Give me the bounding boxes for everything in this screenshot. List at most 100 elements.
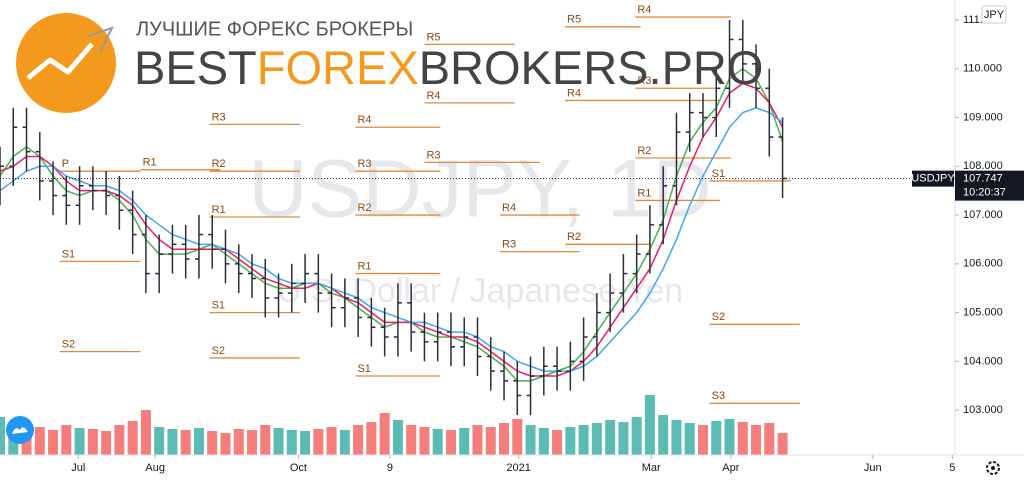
- price-tag: 107.747: [963, 173, 1003, 185]
- volume-bar: [644, 395, 655, 455]
- logo: ЛУЧШИЕ ФОРЕКС БРОКЕРЫ BESTFOREXBROKERS.P…: [16, 13, 763, 113]
- moving-average: [0, 82, 784, 377]
- badge-icon: [12, 427, 28, 434]
- moving-average: [0, 67, 784, 382]
- volume-bar: [392, 420, 403, 455]
- volume-bar: [512, 419, 523, 455]
- volume-bar: [552, 430, 563, 455]
- volume-bar: [618, 422, 629, 455]
- volume-bar: [671, 420, 682, 455]
- volume-bar: [61, 425, 72, 455]
- volume-bar: [353, 425, 364, 455]
- volume-bar: [684, 423, 695, 455]
- volume-bar: [233, 429, 244, 455]
- watermark: USDJPY, 1D U.S. Dollar / Japanese Yen: [248, 144, 711, 310]
- pivot-label: R3: [357, 158, 371, 170]
- x-tick-label: Mar: [642, 462, 661, 474]
- volume-bar: [591, 423, 602, 455]
- symbol-tag-box: [912, 170, 954, 187]
- x-tick-label: Aug: [145, 462, 165, 474]
- x-tick-label: 2021: [506, 462, 530, 474]
- volume-bar: [114, 425, 125, 455]
- gear-icon[interactable]: [986, 461, 1000, 475]
- volume-bar: [419, 427, 430, 455]
- logo-tagline: ЛУЧШИЕ ФОРЕКС БРОКЕРЫ: [136, 18, 413, 40]
- volume-bar: [326, 427, 337, 455]
- volume-bar: [406, 425, 417, 455]
- x-tick-label: 9: [387, 462, 393, 474]
- volume-bar: [167, 429, 178, 455]
- pivot-label: R2: [212, 158, 226, 170]
- logo-trend: [26, 42, 94, 80]
- pivot-label: S1: [62, 248, 75, 260]
- volume-bar: [366, 422, 377, 455]
- volume-bar: [724, 419, 735, 455]
- volume-bar: [154, 427, 165, 455]
- price-tag-box: [955, 170, 1024, 201]
- volume-bar: [605, 420, 616, 455]
- volume-bar: [127, 421, 138, 455]
- volume-bar: [631, 417, 642, 455]
- volume-bar: [658, 415, 669, 455]
- volume-bar: [578, 425, 589, 455]
- volume-bar: [485, 427, 496, 455]
- currency-tag[interactable]: JPY: [984, 9, 1005, 21]
- pivot-label: R4: [426, 90, 440, 102]
- volume-bar: [445, 430, 456, 455]
- watermark-symbol: USDJPY, 1D: [248, 144, 711, 235]
- y-tick-label: 104.000: [963, 355, 1003, 367]
- logo-pre: BEST: [134, 41, 257, 94]
- pivot-label: R4: [357, 114, 371, 126]
- gear-hub: [991, 466, 995, 470]
- volume-bar: [220, 433, 231, 455]
- symbol-tag: USDJPY: [911, 173, 955, 185]
- volume-bar: [207, 431, 218, 455]
- pivot-label: S1: [212, 300, 225, 312]
- volume-bar: [286, 430, 297, 455]
- pivot-label: R3: [212, 111, 226, 123]
- pivot-label: R1: [637, 187, 651, 199]
- volume-bar: [737, 422, 748, 455]
- pivot-label: R1: [212, 204, 226, 216]
- volume-bar: [379, 413, 390, 455]
- volume-bar: [432, 429, 443, 455]
- pivot-label: S1: [357, 363, 370, 375]
- volume-bar: [697, 425, 708, 455]
- volume-bar: [538, 428, 549, 455]
- volume-bar: [777, 433, 788, 455]
- volume-bar: [711, 421, 722, 455]
- x-tick-label: Jun: [864, 462, 882, 474]
- volume-bar: [499, 423, 510, 455]
- pivot-label: R1: [357, 260, 371, 272]
- settings-button[interactable]: [986, 461, 1000, 475]
- pivot-label: R3: [426, 149, 440, 161]
- volume-bar: [751, 425, 762, 455]
- pivot-label: R4: [637, 4, 651, 16]
- volume-bar: [48, 430, 59, 455]
- pivot-label: R5: [426, 31, 440, 43]
- logo-circle: [16, 13, 116, 113]
- pivot-label: S2: [62, 339, 75, 351]
- pivot-label: P: [62, 158, 69, 170]
- volume-bar: [260, 425, 271, 455]
- pivot-label: R4: [567, 87, 581, 99]
- pivot-label: R3: [502, 239, 516, 251]
- y-tick-label: 107.000: [963, 209, 1003, 221]
- pivot-label: S3: [712, 390, 725, 402]
- x-tick-label: Jul: [71, 462, 85, 474]
- time-tag: 10:20:37: [963, 187, 1006, 199]
- x-tick-label: Apr: [722, 462, 739, 474]
- currency-box[interactable]: [981, 5, 1007, 24]
- volume-bar: [565, 427, 576, 455]
- volume-bar: [764, 423, 775, 455]
- volume-bar: [472, 425, 483, 455]
- volume-bar: [339, 430, 350, 455]
- volume-bar: [101, 431, 112, 455]
- pivot-label: R2: [567, 231, 581, 243]
- pivot-label: R3: [637, 75, 651, 87]
- volume-bar: [247, 430, 258, 455]
- pivot-label: R5: [567, 14, 581, 26]
- x-tick-label: Oct: [290, 462, 307, 474]
